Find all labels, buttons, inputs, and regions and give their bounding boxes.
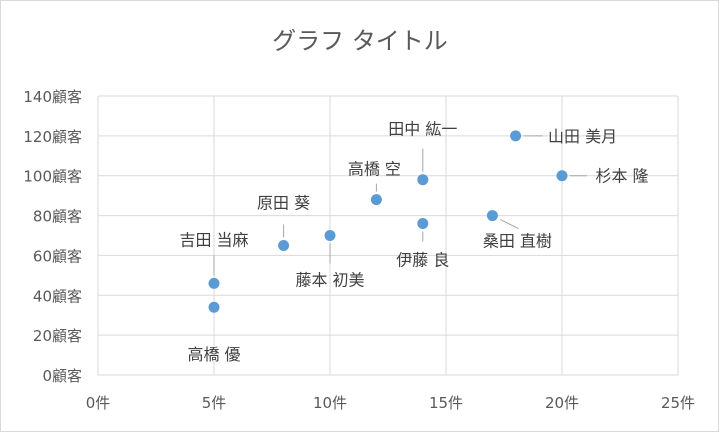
gridlines bbox=[97, 95, 679, 376]
data-label: 桑田 直樹 bbox=[483, 232, 552, 251]
data-point bbox=[208, 301, 220, 313]
y-tick-label: 0顧客 bbox=[42, 367, 82, 385]
data-label: 吉田 当麻 bbox=[179, 230, 248, 249]
data-label: 伊藤 良 bbox=[396, 251, 449, 270]
data-point bbox=[370, 194, 382, 206]
data-point bbox=[417, 218, 429, 230]
data-points bbox=[208, 130, 568, 313]
data-point bbox=[556, 170, 568, 182]
data-point bbox=[417, 174, 429, 186]
y-tick-label: 140顧客 bbox=[23, 88, 82, 106]
data-point bbox=[278, 239, 290, 251]
data-label: 杉本 隆 bbox=[595, 167, 648, 186]
data-point bbox=[486, 210, 498, 222]
x-tick-label: 15件 bbox=[429, 394, 463, 412]
axis-labels: 0顧客 20顧客 40顧客 60顧客 80顧客 100顧客 120顧客 140顧客 0件 5件 10… bbox=[23, 88, 695, 412]
data-point bbox=[324, 230, 336, 241]
x-tick-label: 20件 bbox=[545, 394, 579, 412]
label-leader-line bbox=[500, 219, 519, 230]
y-tick-label: 100顧客 bbox=[23, 168, 82, 186]
leader-lines bbox=[213, 135, 587, 276]
x-tick-label: 0件 bbox=[86, 394, 111, 412]
data-label: 高橋 優 bbox=[187, 345, 240, 364]
x-tick-label: 5件 bbox=[202, 394, 227, 412]
data-point bbox=[208, 277, 220, 289]
x-tick-label: 10件 bbox=[313, 394, 347, 412]
y-tick-label: 120顧客 bbox=[23, 128, 82, 146]
chart-title: グラフ タイトル bbox=[272, 27, 448, 55]
data-point bbox=[510, 130, 522, 142]
x-tick-label: 25件 bbox=[661, 394, 695, 412]
data-label: 高橋 空 bbox=[348, 160, 401, 179]
y-tick-label: 60顧客 bbox=[33, 247, 82, 265]
data-label: 山田 美月 bbox=[548, 127, 617, 146]
y-tick-label: 40顧客 bbox=[33, 287, 82, 305]
data-label: 原田 葵 bbox=[257, 193, 310, 212]
data-label: 藤本 初美 bbox=[295, 271, 364, 290]
data-label: 田中 紘一 bbox=[388, 120, 457, 139]
y-tick-label: 80顧客 bbox=[33, 208, 82, 226]
y-tick-label: 20顧客 bbox=[33, 327, 82, 345]
